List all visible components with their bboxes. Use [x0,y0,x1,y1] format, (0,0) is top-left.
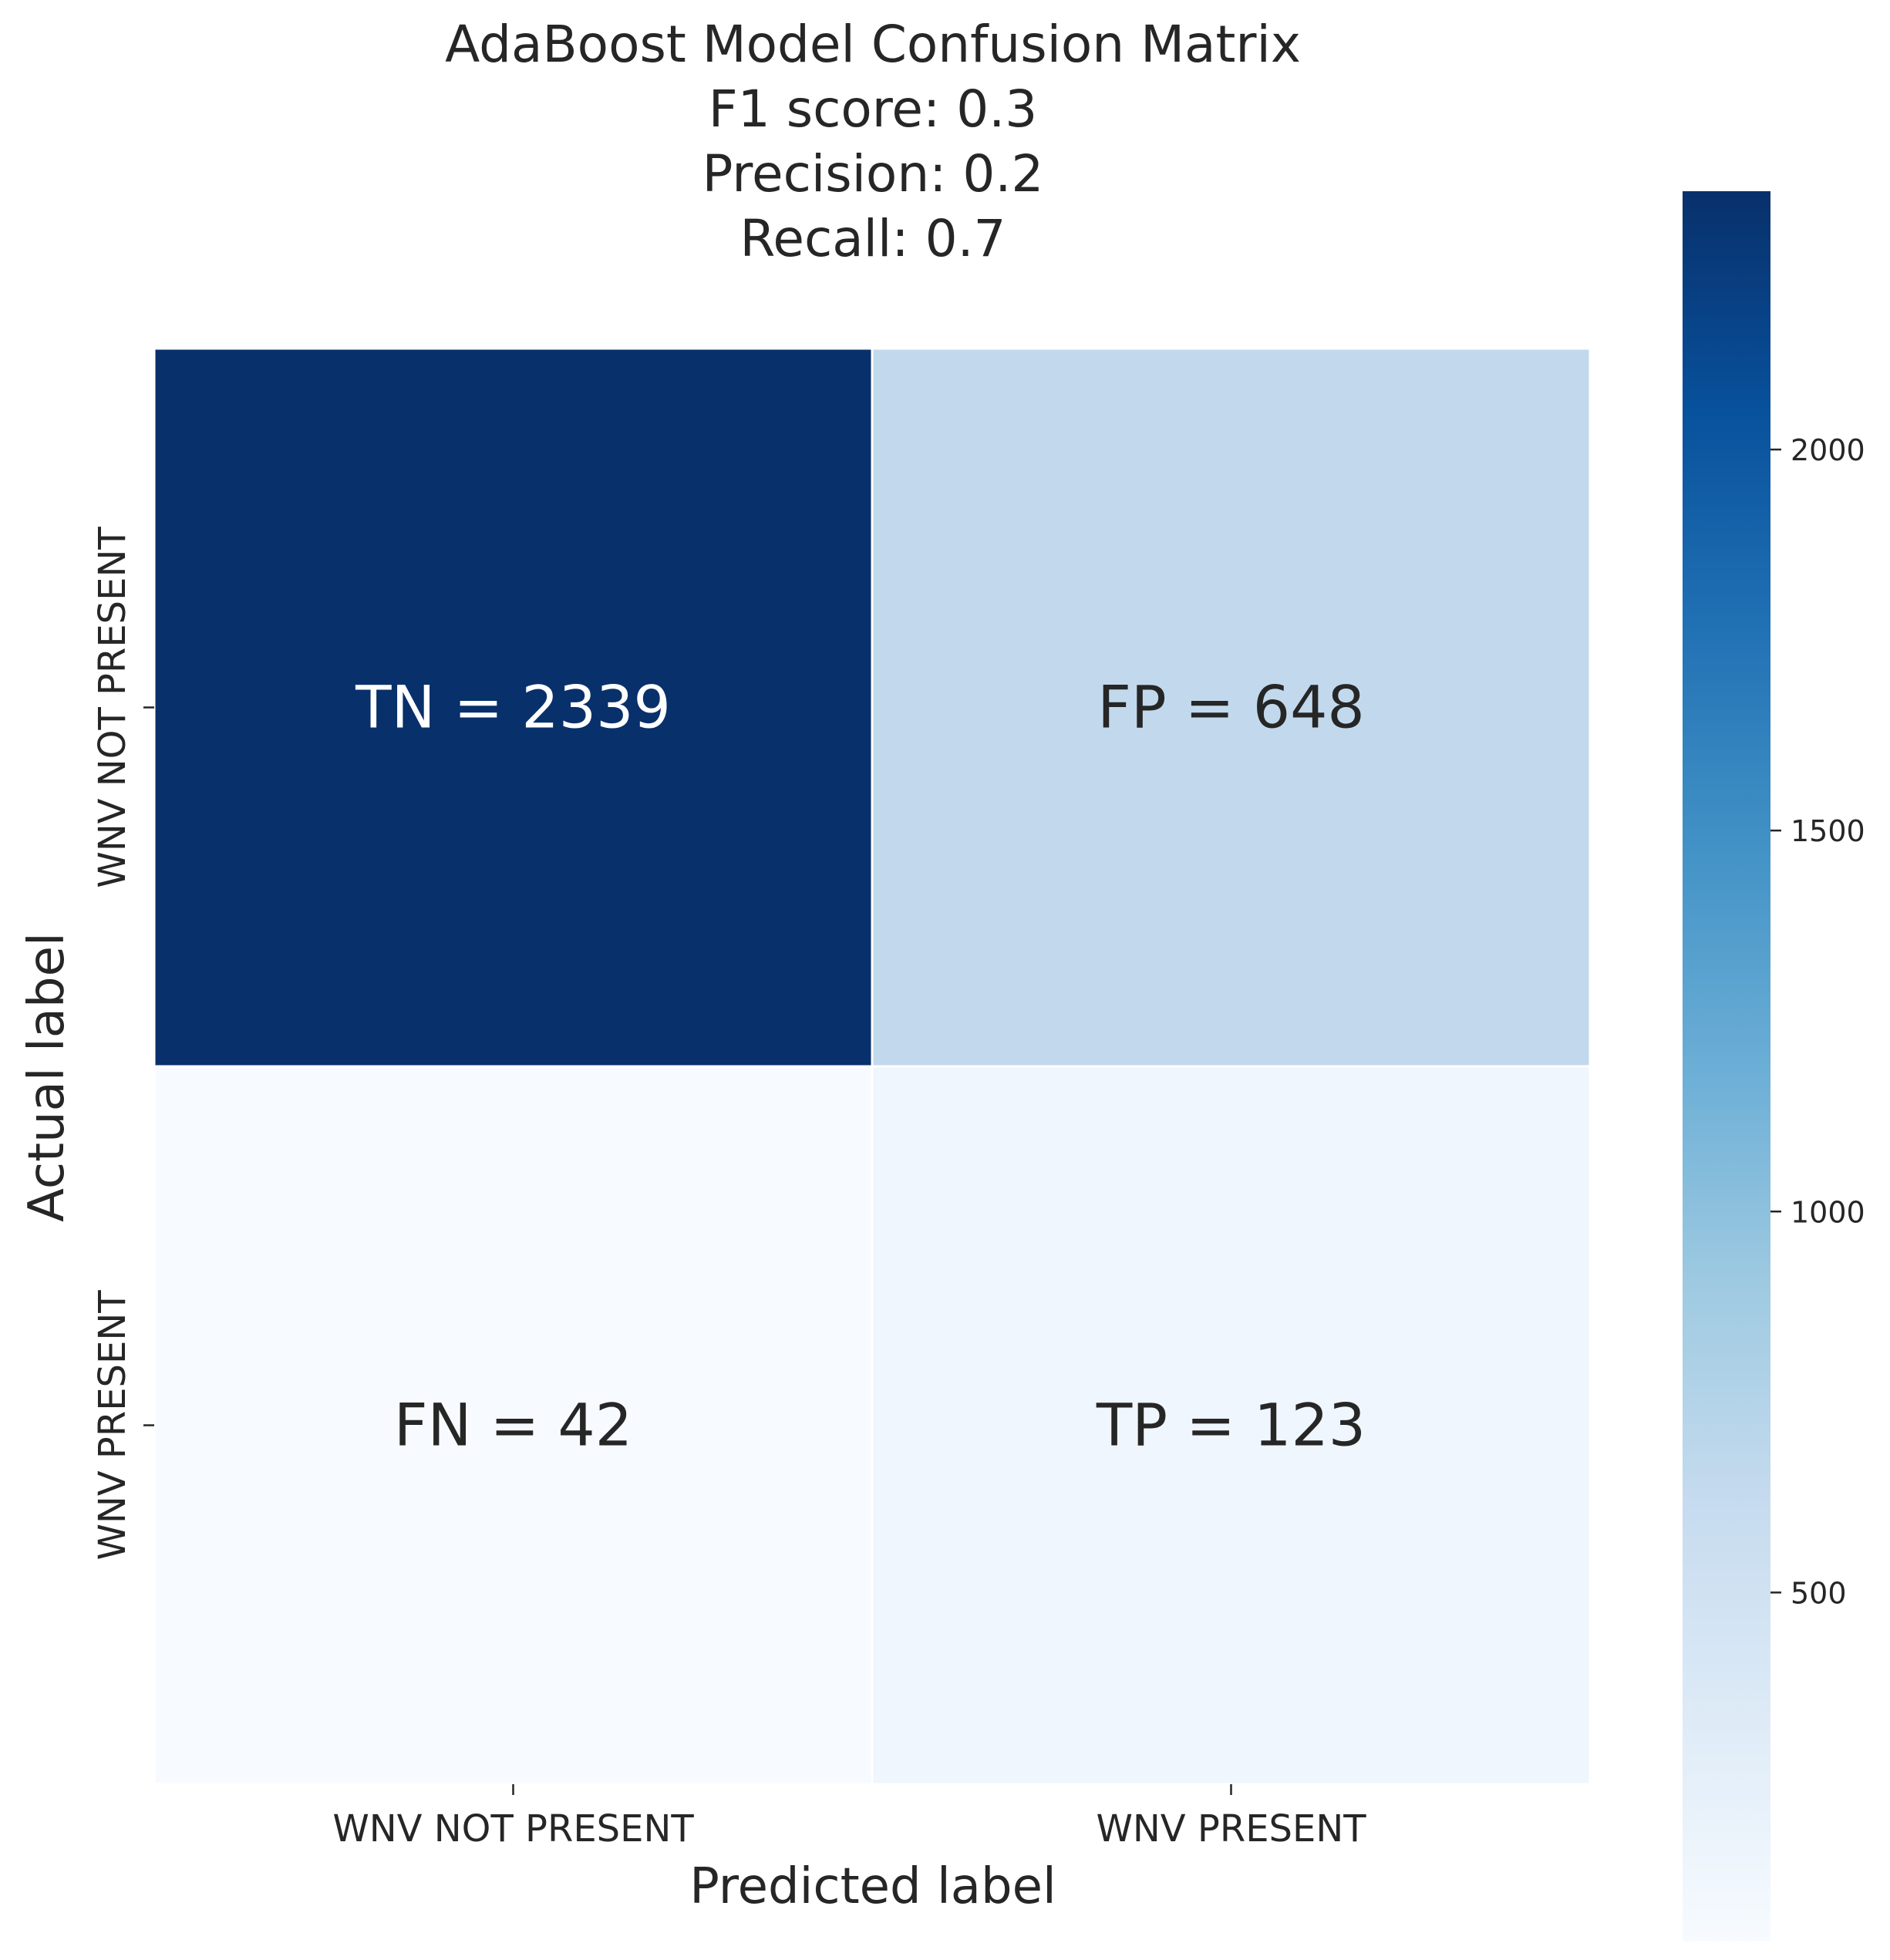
colorbar: 500 1000 1500 2000 [1683,191,1865,1941]
cell-label-r1-c0: FN = 42 [394,1391,632,1460]
colorbar-gradient [1683,191,1770,1941]
x-axis-label: Predicted label [689,1858,1056,1915]
y-tick-label-0: WNV NOT PRESENT [91,527,134,888]
colorbar-tick-label-1: 1000 [1791,1195,1865,1229]
colorbar-tick-label-0: 500 [1791,1576,1847,1610]
heatmap-cell-r1-c1 [871,1065,1592,1786]
cell-label-r1-c1: TP = 123 [1096,1391,1366,1460]
title-line-1: AdaBoost Model Confusion Matrix [445,15,1301,74]
colorbar-tick-label-2: 1500 [1791,814,1865,848]
heatmap-cell-r1-c0 [153,1065,874,1786]
title-line-2: F1 score: 0.3 [709,79,1037,139]
heatmap-cells [153,347,1592,1786]
heatmap-axes: WNV NOT PRESENT WNV PRESENT WNV NOT PRESEN… [91,527,1366,1851]
chart-title: AdaBoost Model Confusion Matrix F1 score… [445,15,1301,268]
cell-label-r0-c0: TN = 2339 [355,673,671,742]
heatmap-cell-r0-c0 [153,347,874,1068]
x-tick-label-0: WNV NOT PRESENT [332,1807,694,1851]
x-tick-label-1: WNV PRESENT [1096,1807,1366,1851]
heatmap-cell-labels: TN = 2339 FP = 648 FN = 42 TP = 123 [355,673,1366,1460]
title-line-3: Precision: 0.2 [702,144,1044,204]
title-line-4: Recall: 0.7 [739,209,1006,268]
heatmap-cell-r0-c1 [871,347,1592,1068]
colorbar-tick-label-3: 2000 [1791,433,1865,467]
y-tick-label-1: WNV PRESENT [91,1290,134,1561]
cell-label-r0-c1: FP = 648 [1097,673,1365,742]
y-axis-label: Actual label [19,932,76,1222]
